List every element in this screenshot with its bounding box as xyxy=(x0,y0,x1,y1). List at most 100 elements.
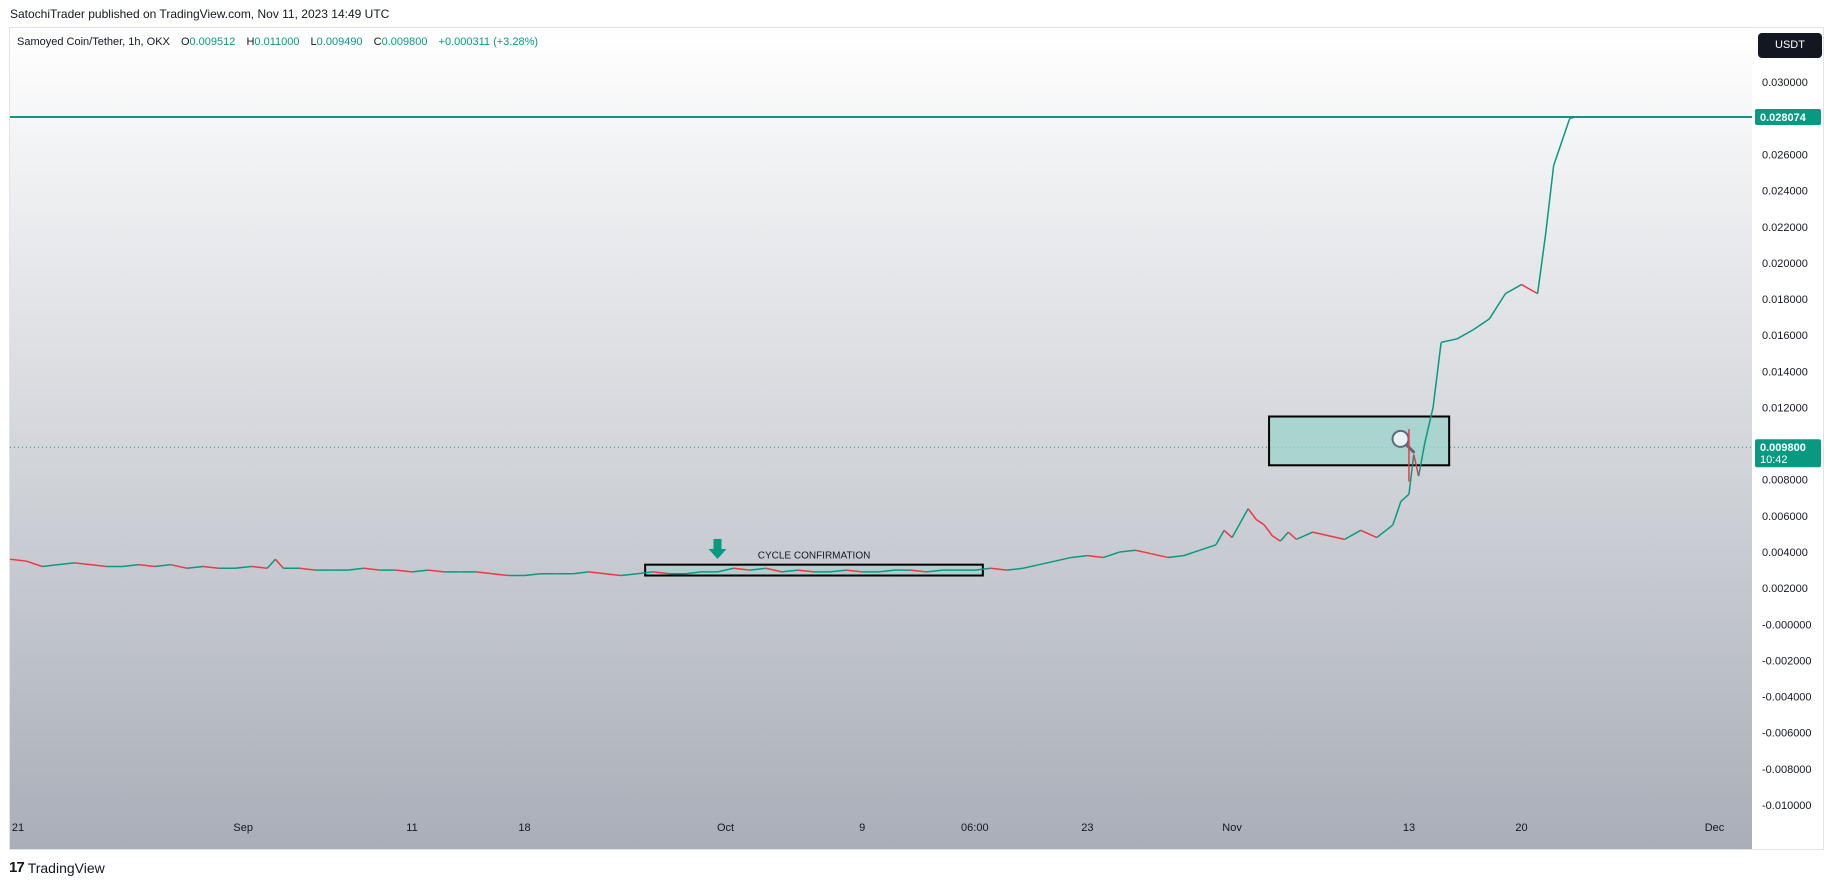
price-segment xyxy=(1167,554,1184,559)
legend-change: +0.000311 (+3.28%) xyxy=(438,36,539,48)
current-price-label: 0.009800 xyxy=(1760,442,1806,454)
legend-high: 0.011000 xyxy=(254,36,300,48)
price-segment xyxy=(58,562,75,566)
price-chart[interactable]: 0.0320000.0300000.0260000.0240000.022000… xyxy=(10,28,1823,849)
price-segment xyxy=(1119,549,1136,553)
price-segment xyxy=(1263,524,1273,537)
price-segment xyxy=(588,571,606,575)
price-segment xyxy=(1424,407,1434,442)
price-segment xyxy=(476,571,493,575)
price-segment xyxy=(138,563,155,568)
x-tick-label: Nov xyxy=(1222,822,1242,834)
price-segment xyxy=(1413,454,1420,477)
price-segment xyxy=(1392,501,1402,526)
price-segment xyxy=(1360,529,1378,539)
y-tick-label: 0.004000 xyxy=(1762,547,1808,559)
price-segment xyxy=(572,571,589,575)
price-segment xyxy=(878,569,895,573)
price-segment xyxy=(1006,567,1024,571)
y-tick-label: 0.006000 xyxy=(1762,511,1808,523)
price-segment xyxy=(1287,531,1297,540)
price-segment xyxy=(797,569,815,573)
y-tick-label: -0.008000 xyxy=(1762,764,1812,776)
price-segment xyxy=(363,567,380,571)
price-segment xyxy=(25,560,43,568)
price-segment xyxy=(74,562,91,566)
price-segment xyxy=(347,567,364,571)
price-segment xyxy=(122,563,139,568)
cycle-confirmation-label: CYCLE CONFIRMATION xyxy=(758,551,871,562)
price-segment xyxy=(1544,165,1555,235)
y-tick-label: 0.016000 xyxy=(1762,330,1808,342)
price-segment xyxy=(1376,524,1394,539)
currency-button[interactable]: USDT xyxy=(1758,33,1822,58)
current-price-label-bg xyxy=(1755,439,1821,468)
price-segment xyxy=(620,572,638,577)
price-segment xyxy=(781,569,799,573)
x-tick-label: 23 xyxy=(1081,822,1093,834)
highlight-box xyxy=(1268,415,1451,467)
price-segment xyxy=(1328,535,1345,541)
price-segment xyxy=(492,572,509,577)
price-segment xyxy=(717,567,734,573)
y-tick-label: 0.030000 xyxy=(1762,77,1808,89)
tradingview-logo-icon: 17 xyxy=(9,859,25,876)
price-segment xyxy=(765,567,783,573)
x-tick-label: 20 xyxy=(1515,822,1527,834)
x-tick-label: Sep xyxy=(233,822,253,834)
price-segment xyxy=(524,572,541,577)
x-tick-label: Dec xyxy=(1705,822,1725,834)
price-segment xyxy=(637,571,654,575)
x-tick-label: 11 xyxy=(406,822,417,834)
price-axis-panel[interactable] xyxy=(1752,28,1823,849)
price-segment xyxy=(10,558,27,562)
bar-countdown-label: 10:42 xyxy=(1760,454,1788,466)
price-segment xyxy=(266,558,276,569)
legend-low-label: L xyxy=(310,36,317,48)
x-tick-label: Oct xyxy=(717,822,734,834)
chart-legend: Samoyed Coin/Tether, 1h, OKX O0.009512 H… xyxy=(17,36,538,48)
y-tick-label: 0.008000 xyxy=(1762,475,1808,487)
price-segment xyxy=(990,567,1008,571)
published-by-line: SatochiTrader published on TradingView.c… xyxy=(10,7,390,21)
y-tick-label: 0.022000 xyxy=(1762,222,1808,234)
tradingview-logo-text: TradingView xyxy=(27,859,105,876)
price-segment xyxy=(274,558,284,569)
price-segment xyxy=(1344,529,1362,541)
x-tick-label: 9 xyxy=(859,822,865,834)
x-tick-label: 06:00 xyxy=(961,822,989,834)
price-segment xyxy=(427,569,445,573)
y-tick-label: 0.002000 xyxy=(1762,583,1808,595)
price-segment xyxy=(1087,554,1104,559)
price-segment xyxy=(749,567,766,571)
price-segment xyxy=(1456,329,1474,340)
price-segment xyxy=(653,571,670,575)
price-segment xyxy=(1279,531,1289,542)
price-segment xyxy=(1312,531,1329,537)
price-segment xyxy=(846,569,863,573)
price-segment xyxy=(1521,283,1538,295)
price-segment xyxy=(829,569,847,573)
chart-container[interactable]: 0.0320000.0300000.0260000.0240000.022000… xyxy=(9,27,1824,850)
y-tick-label: -0.002000 xyxy=(1762,655,1812,667)
price-segment xyxy=(685,571,702,575)
price-segment xyxy=(42,563,59,568)
price-segment xyxy=(1215,529,1225,546)
y-tick-label: 0.014000 xyxy=(1762,366,1808,378)
price-segment xyxy=(1231,508,1249,538)
down-arrow-marker xyxy=(708,539,727,560)
tradingview-logo[interactable]: 17 TradingView xyxy=(9,859,105,876)
x-tick-label: 18 xyxy=(518,822,530,834)
price-segment xyxy=(170,563,188,570)
price-segment xyxy=(1432,342,1442,408)
resistance-price-label-bg xyxy=(1755,109,1821,126)
y-tick-label: 0.026000 xyxy=(1762,149,1808,161)
price-segment xyxy=(235,565,252,570)
price-segment xyxy=(1296,531,1313,541)
price-segment xyxy=(1400,493,1410,502)
price-segment xyxy=(1038,560,1056,566)
price-segment xyxy=(90,563,107,568)
legend-symbol: Samoyed Coin/Tether, 1h, OKX xyxy=(17,36,170,48)
price-segment xyxy=(1071,554,1088,559)
y-tick-label: -0.010000 xyxy=(1762,800,1812,812)
